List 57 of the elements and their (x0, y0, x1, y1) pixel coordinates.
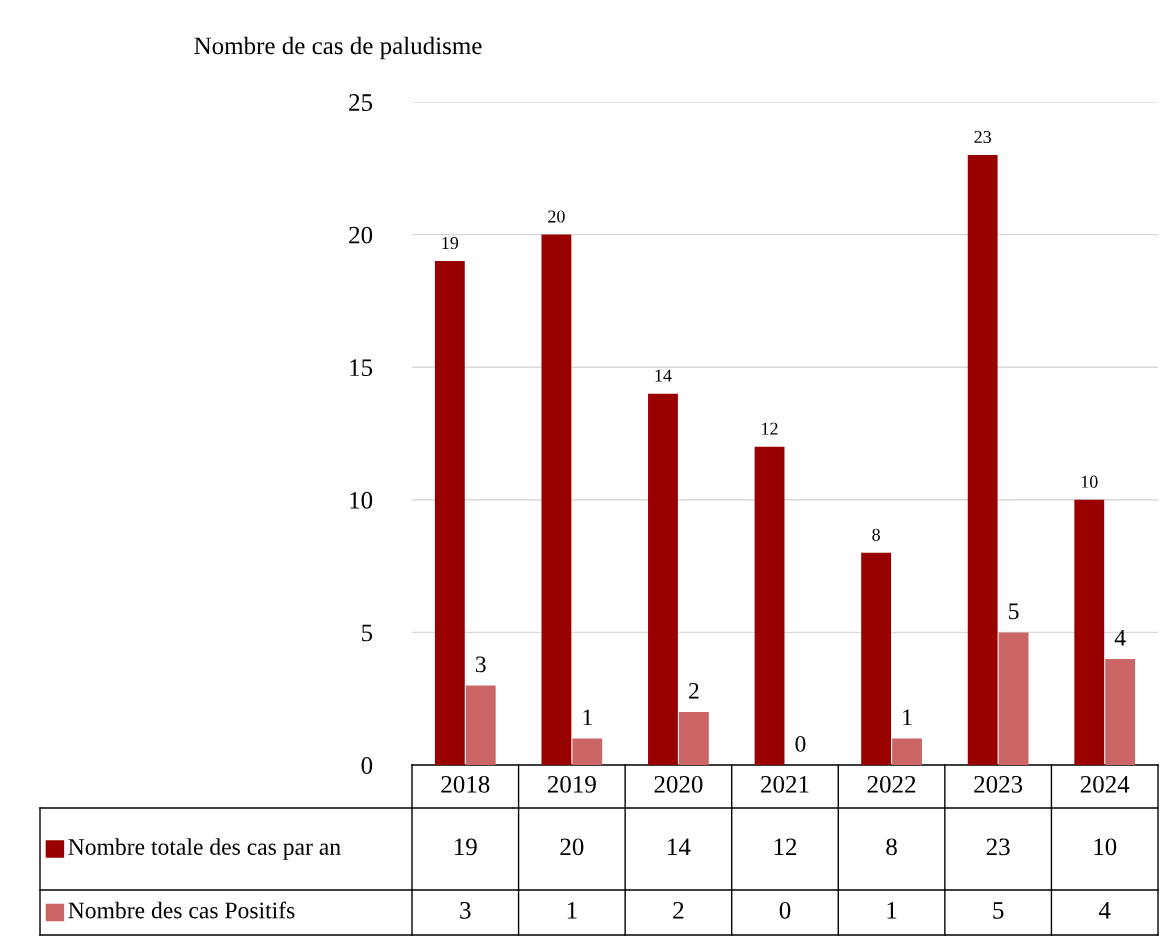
x-tick-label: 2020 (654, 775, 703, 793)
x-tick-label: 2023 (974, 775, 1023, 793)
data-label: 5 (1009, 603, 1019, 620)
text: 12 (774, 838, 797, 856)
x-tick-label: 2024 (1080, 775, 1130, 793)
text: 23 (986, 838, 1010, 856)
text: 8 (886, 838, 897, 856)
data-label: 8 (872, 528, 880, 541)
bar (678, 711, 709, 765)
bar (1074, 499, 1105, 765)
text: 19 (454, 838, 477, 856)
text: 14 (668, 838, 691, 856)
data-label: 14 (655, 369, 672, 382)
data-label: 20 (548, 210, 565, 223)
y-tick-label: 15 (350, 359, 373, 377)
x-tick-label: 2022 (867, 775, 916, 793)
bar (465, 685, 496, 765)
text: 1 (567, 902, 577, 919)
bar (541, 234, 572, 765)
y-tick-label: 25 (349, 94, 373, 111)
x-tick-label: 2019 (547, 775, 596, 793)
x-tick-label: 2021 (761, 775, 809, 793)
legend-label: Nombre totale des cas par an (68, 838, 341, 860)
text: 1 (887, 902, 897, 919)
y-tick-label: 20 (349, 226, 373, 244)
text: 20 (560, 838, 584, 856)
text: 2 (673, 901, 684, 919)
data-label: 0 (795, 735, 806, 752)
bar (754, 446, 785, 765)
y-axis-title: Nombre de cas de paludisme (194, 36, 482, 60)
bar (861, 552, 892, 765)
data-label: 1 (583, 709, 592, 726)
data-label: 1 (903, 709, 912, 726)
data-label: 12 (762, 422, 778, 435)
text: 10 (1094, 838, 1117, 856)
text: 3 (460, 901, 471, 919)
legend-label: Nombre des cas Positifs (68, 901, 295, 919)
y-tick-label: 10 (350, 491, 373, 509)
text: 4 (1098, 902, 1111, 919)
bar (1105, 658, 1136, 765)
bar (967, 155, 998, 765)
y-tick-label: 5 (362, 624, 373, 642)
data-label: 3 (475, 656, 486, 673)
data-label: 10 (1081, 475, 1098, 488)
y-tick-label: 0 (361, 757, 373, 774)
data-label: 2 (689, 682, 699, 699)
data-label: 23 (974, 130, 992, 144)
x-tick-label: 2018 (441, 775, 490, 793)
text: 5 (993, 902, 1004, 919)
bar (434, 261, 465, 765)
text: 0 (779, 901, 791, 919)
bar (892, 738, 922, 765)
data-label: 4 (1114, 630, 1126, 646)
bar (998, 632, 1029, 765)
data-label: 19 (442, 236, 459, 250)
bar (648, 393, 678, 765)
bar (572, 738, 603, 765)
